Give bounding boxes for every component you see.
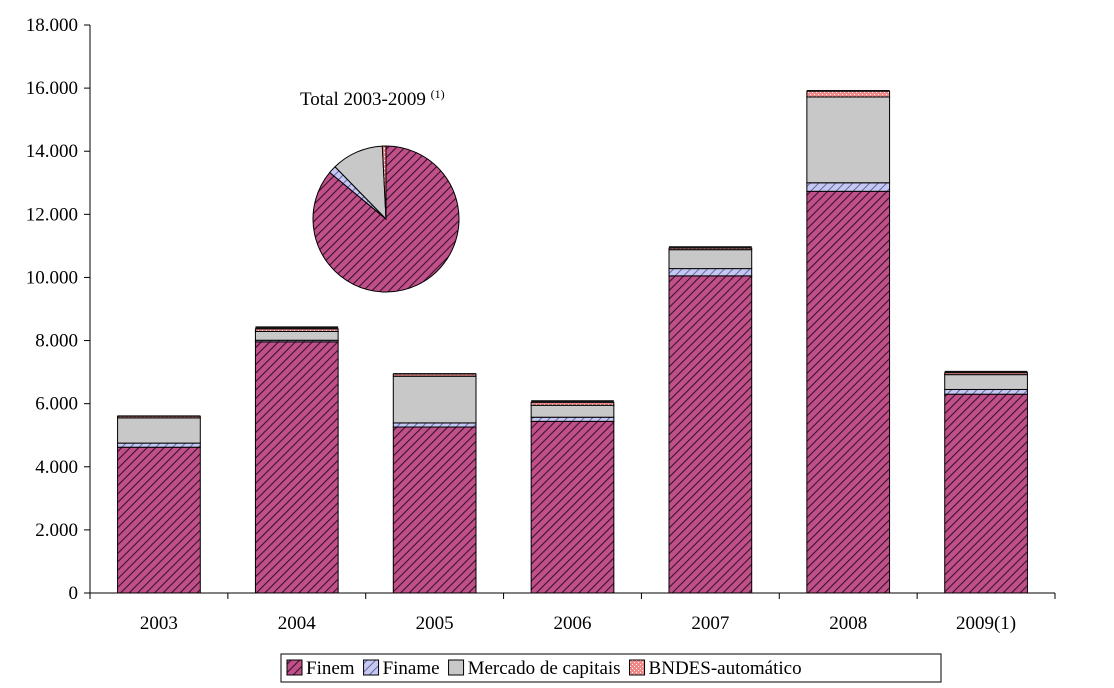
bar-segment-bndes <box>392 373 477 377</box>
bar-segment-finame <box>668 268 753 277</box>
y-tick-label: 0 <box>69 583 79 604</box>
legend-label-finem: Finem <box>306 658 355 679</box>
bar-segment-finem <box>530 420 615 594</box>
y-tick-label: 4.000 <box>35 457 78 478</box>
bar-segment-finame <box>530 416 615 422</box>
legend-swatch-finame <box>363 659 380 676</box>
bar-segment-mercado <box>392 375 477 424</box>
y-tick-label: 16.000 <box>26 78 78 99</box>
inset-pie-chart: Total 2003-2009 (1) <box>300 87 460 293</box>
y-tick-label: 12.000 <box>26 204 78 225</box>
x-tick-label: 2005 <box>416 613 454 634</box>
x-tick-label: 2007 <box>691 613 729 634</box>
pie-title: Total 2003-2009 (1) <box>300 87 445 110</box>
y-tick-label: 10.000 <box>26 267 78 288</box>
bar-segment-finame <box>117 442 201 448</box>
bar-segment-finem <box>117 446 201 594</box>
bar-segment-finem <box>806 190 891 594</box>
legend-label-finame: Finame <box>383 658 440 679</box>
y-tick-label: 18.000 <box>26 15 78 36</box>
x-tick-label: 2006 <box>554 613 592 634</box>
bar-segment-top <box>806 90 890 92</box>
bar-segment-top <box>393 373 476 375</box>
legend-label-bndes: BNDES-automático <box>649 658 802 679</box>
legend-swatch-bndes <box>629 659 646 676</box>
bar-segment-bndes <box>668 247 753 251</box>
y-tick-label: 14.000 <box>26 141 78 162</box>
legend-swatch-mercado <box>448 659 465 676</box>
bar-segment-finame <box>392 422 477 428</box>
bar-segment-mercado <box>668 249 753 270</box>
bar-segment-finame <box>806 182 891 192</box>
bar-segment-top <box>255 326 339 329</box>
bar-segment-bndes <box>254 328 339 332</box>
bar-segment-bndes <box>944 372 1028 376</box>
legend-label-mercado: Mercado de capitais <box>468 658 621 679</box>
bar-segment-top <box>669 246 752 249</box>
bar-segment-mercado <box>806 96 891 184</box>
x-tick-label: 2008 <box>829 613 867 634</box>
x-axis: 2003 2004 2005 2006 2007 2008 2009(1) <box>89 592 1056 634</box>
pie-title-superscript: (1) <box>431 87 445 101</box>
pie-title-text: Total 2003-2009 <box>300 89 426 110</box>
y-axis: 0 2.000 4.000 6.000 8.000 10.000 12.000 14.000 1… <box>26 15 91 604</box>
bars <box>117 90 1028 594</box>
bar-segment-top <box>531 400 614 403</box>
legend-box <box>280 653 942 683</box>
bar-segment-finem <box>668 275 753 594</box>
x-tick-label: 2004 <box>278 613 317 634</box>
legend-swatch-finem <box>286 659 303 676</box>
pie-slice-finem <box>312 145 460 293</box>
bar-segment-finem <box>254 341 339 594</box>
bar-segment-bndes <box>806 90 891 98</box>
bar-segment-bndes <box>117 415 201 419</box>
bar-segment-finem <box>392 426 477 594</box>
bar-segment-mercado <box>117 417 201 444</box>
bar-segment-top <box>117 415 201 417</box>
bar-segment-mercado <box>530 404 615 418</box>
legend: Finem Finame Mercado de capitais BNDES-auto… <box>280 653 942 683</box>
x-tick-label: 2003 <box>140 613 178 634</box>
bar-segment-finem <box>944 393 1028 594</box>
bar-segment-mercado <box>254 330 339 341</box>
pie-slice-bndes <box>381 145 387 220</box>
y-tick-label: 2.000 <box>35 520 78 541</box>
bar-segment-mercado <box>944 374 1028 390</box>
bar-segment-top <box>944 370 1028 373</box>
x-tick-label: 2009(1) <box>956 613 1016 634</box>
bar-segment-finame <box>944 388 1028 395</box>
y-tick-label: 8.000 <box>35 331 78 352</box>
bar-segment-bndes <box>530 401 615 406</box>
y-tick-label: 6.000 <box>35 394 78 415</box>
